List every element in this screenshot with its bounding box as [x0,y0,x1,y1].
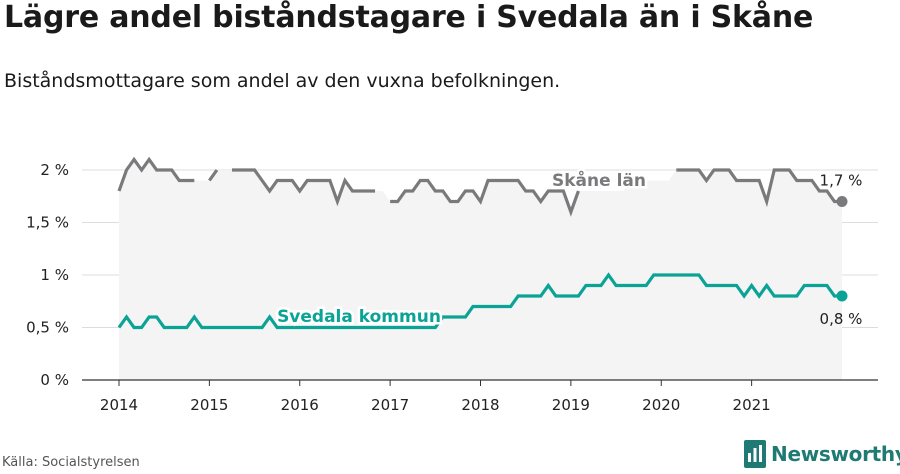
svedala-line [117,272,842,330]
x-tick-label: 2019 [552,396,590,414]
series-labels: 1,7 % 0,8 % Skåne län Svedala kommun [275,167,863,330]
brand-logo: Newsworthy [744,440,900,468]
x-tick-label: 2014 [100,396,138,414]
y-tick-label: 1 % [40,266,69,284]
source-note: Källa: Socialstyrelsen [2,455,140,470]
x-tick-label: 2021 [733,396,771,414]
x-tick-label: 2020 [642,396,680,414]
x-tick-label: 2017 [371,396,409,414]
y-tick-label: 1,5 % [26,214,69,232]
series-lines [117,156,848,330]
chart-title: Lägre andel biståndstagare i Svedala än … [4,0,814,35]
newsworthy-icon [744,440,766,468]
chart-subtitle: Biståndsmottagare som andel av den vuxna… [4,70,561,92]
skane-end-point [836,196,848,207]
y-tick-label: 0,5 % [26,319,69,337]
x-axis-ticks: 2014 2015 2016 2017 2018 2019 2020 2021 [100,380,771,414]
y-tick-label: 2 % [40,161,69,179]
skane-series-label: Skåne län [552,169,646,191]
x-tick-label: 2016 [281,396,319,414]
svedala-end-point [836,290,848,302]
y-tick-label: 0 % [40,371,69,389]
brand-name: Newsworthy [771,442,900,466]
skane-end-label: 1,7 % [820,172,863,190]
skane-line [117,156,842,217]
y-axis-ticks: 0 % 0,5 % 1 % 1,5 % 2 % [26,161,69,389]
x-tick-label: 2015 [190,396,228,414]
svedala-end-label: 0,8 % [820,310,863,328]
skane-area-fill [119,159,842,380]
x-tick-label: 2018 [461,396,499,414]
svedala-series-label: Svedala kommun [277,307,441,327]
